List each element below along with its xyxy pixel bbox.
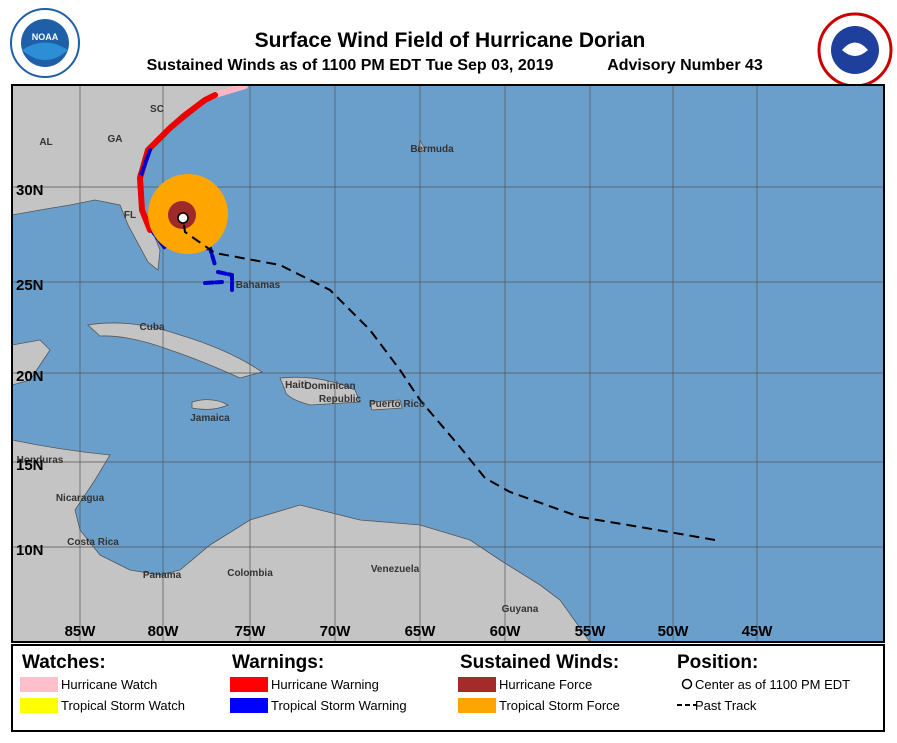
title: Surface Wind Field of Hurricane Dorian <box>255 29 646 52</box>
place-label: Haiti <box>285 380 307 391</box>
place-label: Jamaica <box>190 413 230 424</box>
legend-swatch <box>230 698 268 713</box>
lon-label: 85W <box>65 623 97 640</box>
lat-label: 30N <box>16 182 44 199</box>
legend-center-icon <box>681 678 693 690</box>
lon-label: 80W <box>148 623 180 640</box>
lon-label: 60W <box>490 623 522 640</box>
lat-label: 15N <box>16 457 44 474</box>
lon-label: 70W <box>320 623 352 640</box>
legend-title: Position: <box>677 652 758 673</box>
legend-swatch <box>20 677 58 692</box>
legend-item: Past Track <box>695 698 757 713</box>
legend-item: Center as of 1100 PM EDT <box>695 677 850 692</box>
lat-label: 10N <box>16 542 44 559</box>
place-label: Cuba <box>140 322 165 333</box>
lon-label: 55W <box>575 623 607 640</box>
noaa-logo: NOAA <box>10 8 80 78</box>
warnings <box>137 85 248 292</box>
lat-label: 20N <box>16 368 44 385</box>
place-label: Bermuda <box>410 144 454 155</box>
place-label: GA <box>108 134 123 145</box>
map-frame <box>11 84 885 643</box>
lon-label: 65W <box>405 623 437 640</box>
past-track <box>182 217 716 541</box>
place-label: AL <box>39 137 52 148</box>
legend-swatch <box>458 698 496 713</box>
land <box>12 85 591 642</box>
place-label: Nicaragua <box>56 493 105 504</box>
place-label: Panama <box>143 570 182 581</box>
place-label: Venezuela <box>371 564 420 575</box>
place-label: Colombia <box>227 568 273 579</box>
legend-title: Warnings: <box>232 652 324 673</box>
legend-item: Tropical Storm Watch <box>61 698 185 713</box>
place-label: Bahamas <box>236 280 281 291</box>
legend-item: Tropical Storm Force <box>499 698 620 713</box>
subtitle: Sustained Winds as of 1100 PM EDT Tue Se… <box>147 57 554 74</box>
place-label: Dominican <box>304 381 355 392</box>
place-label: SC <box>150 104 164 115</box>
place-label: Guyana <box>502 604 539 615</box>
place-label: Costa Rica <box>67 537 119 548</box>
legend-item: Hurricane Watch <box>61 677 157 692</box>
svg-text:NOAA: NOAA <box>32 32 59 42</box>
lat-label: 25N <box>16 277 44 294</box>
lon-label: 75W <box>235 623 267 640</box>
lon-label: 50W <box>658 623 690 640</box>
legend-item: Tropical Storm Warning <box>271 698 407 713</box>
legend-title: Sustained Winds: <box>460 652 619 673</box>
legend-item: Hurricane Force <box>499 677 592 692</box>
map: SC GA AL FL Bermuda Bahamas Cuba HaitiDominican… <box>12 85 884 642</box>
place-label: Honduras <box>17 455 64 466</box>
lon-label: 45W <box>742 623 774 640</box>
legend-frame <box>11 644 885 732</box>
place-label: Republic <box>319 394 362 405</box>
legend-swatch <box>230 677 268 692</box>
legend-swatch <box>458 677 496 692</box>
place-label: FL <box>124 210 136 221</box>
graticule <box>12 85 884 642</box>
place-label: Puerto Rico <box>369 399 425 410</box>
legend-item: Hurricane Warning <box>271 677 379 692</box>
nws-logo <box>817 12 893 88</box>
legend-swatch <box>20 698 58 713</box>
storm-center <box>177 212 189 224</box>
legend-title: Watches: <box>22 652 106 673</box>
advisory: Advisory Number 43 <box>607 57 763 74</box>
